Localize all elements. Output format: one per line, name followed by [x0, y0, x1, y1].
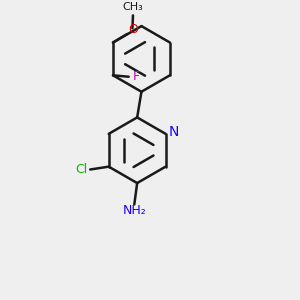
Text: Cl: Cl [76, 163, 88, 176]
Text: F: F [133, 70, 140, 83]
Text: N: N [168, 125, 179, 140]
Text: NH₂: NH₂ [122, 204, 146, 217]
Text: CH₃: CH₃ [123, 2, 143, 12]
Text: O: O [128, 23, 138, 36]
